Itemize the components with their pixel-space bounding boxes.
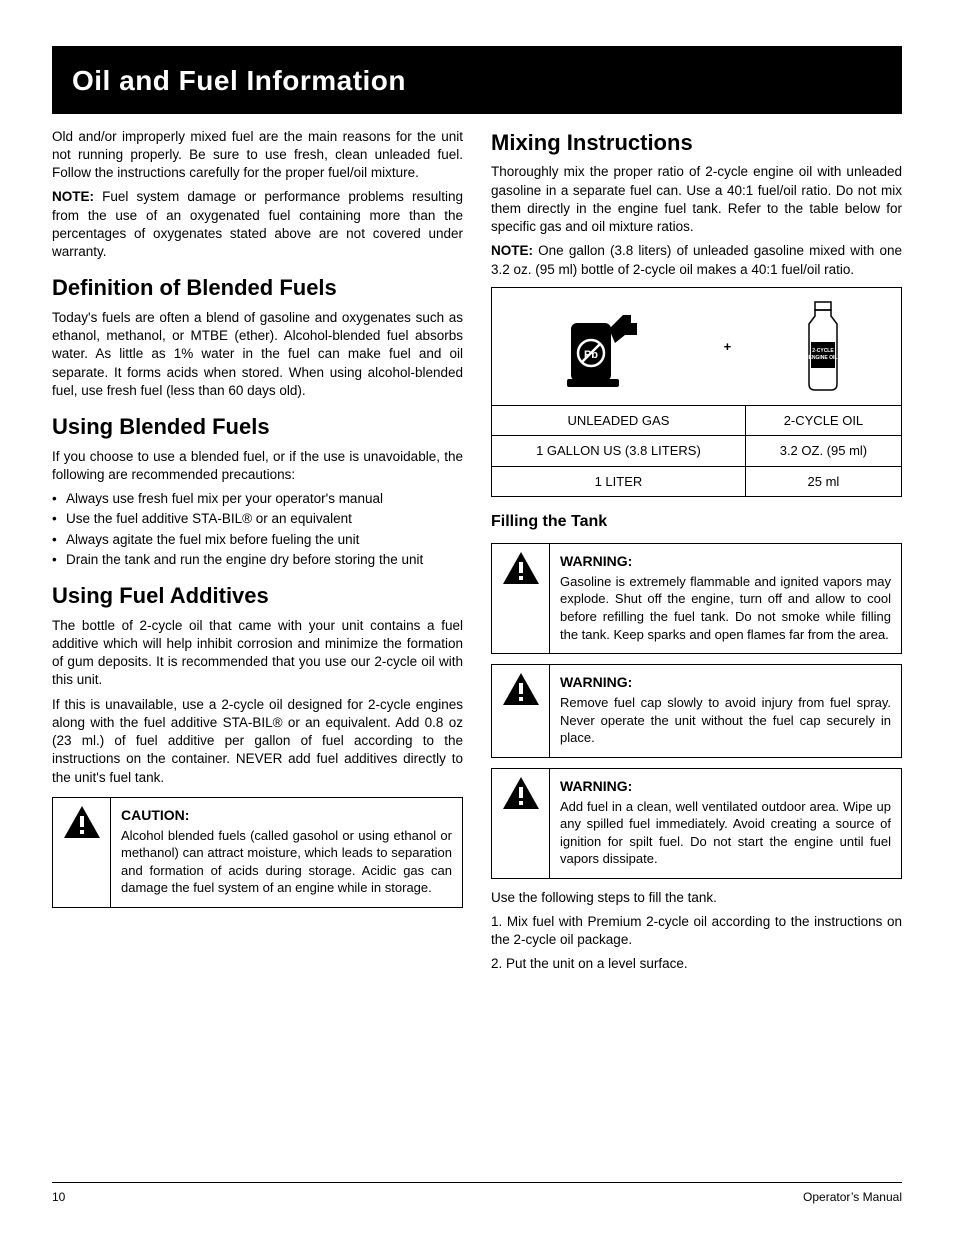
svg-text:ENGINE OIL: ENGINE OIL — [809, 355, 838, 361]
warning-icon — [53, 798, 111, 907]
intro-paragraph: Old and/or improperly mixed fuel are the… — [52, 128, 463, 183]
using-blended-intro: If you choose to use a blended fuel, or … — [52, 448, 463, 484]
list-item: Always use fresh fuel mix per your opera… — [52, 490, 463, 508]
table-row: 1 GALLON US (3.8 LITERS) 3.2 OZ. (95 ml) — [492, 436, 902, 467]
blended-precautions-list: Always use fresh fuel mix per your opera… — [52, 490, 463, 569]
note-block-right: NOTE: One gallon (3.8 liters) of unleade… — [491, 242, 902, 278]
note-label: NOTE: — [52, 189, 94, 204]
blended-def-para: Today's fuels are often a blend of gasol… — [52, 309, 463, 400]
caution-body: Alcohol blended fuels (called gasohol or… — [121, 827, 452, 897]
additives-para2: If this is unavailable, use a 2-cycle oi… — [52, 696, 463, 787]
right-column: Mixing Instructions Thoroughly mix the p… — [491, 128, 902, 980]
list-item: Drain the tank and run the engine dry be… — [52, 551, 463, 569]
warning-body: Gasoline is extremely flammable and igni… — [560, 573, 891, 643]
section-mixing: Mixing Instructions — [491, 128, 902, 158]
section-using-blended: Using Blended Fuels — [52, 412, 463, 442]
caution-box: CAUTION: Alcohol blended fuels (called g… — [52, 797, 463, 908]
fill-step: 2. Put the unit on a level surface. — [491, 955, 902, 973]
section-additives: Using Fuel Additives — [52, 581, 463, 611]
additives-para1: The bottle of 2-cycle oil that came with… — [52, 617, 463, 690]
table-cell: 3.2 OZ. (95 ml) — [745, 436, 901, 467]
mix-ratio-table: Pb + 2-CYCLE ENGINE OIL UNLEADED G — [491, 287, 902, 498]
section-filling: Filling the Tank — [491, 511, 902, 533]
warning-title: WARNING: — [560, 673, 891, 692]
caution-title: CAUTION: — [121, 806, 452, 825]
fill-steps-intro: Use the following steps to fill the tank… — [491, 889, 902, 907]
warning-box-3: WARNING: Add fuel in a clean, well venti… — [491, 768, 902, 879]
section-blended-def: Definition of Blended Fuels — [52, 273, 463, 303]
footer-guide: Operator’s Manual — [803, 1189, 902, 1205]
plus-symbol: + — [709, 287, 745, 405]
caution-text: CAUTION: Alcohol blended fuels (called g… — [111, 798, 462, 907]
content-columns: Old and/or improperly mixed fuel are the… — [52, 128, 902, 980]
warning-text: WARNING: Add fuel in a clean, well venti… — [550, 769, 901, 878]
oil-bottle-icon-cell: 2-CYCLE ENGINE OIL — [745, 287, 901, 405]
list-item: Use the fuel additive STA-BIL® or an equ… — [52, 510, 463, 528]
table-cell: 25 ml — [745, 466, 901, 497]
page-title: Oil and Fuel Information — [72, 62, 882, 100]
note-block: NOTE: Fuel system damage or performance … — [52, 188, 463, 261]
left-column: Old and/or improperly mixed fuel are the… — [52, 128, 463, 980]
note-text: Fuel system damage or performance proble… — [52, 189, 463, 259]
table-row: 1 LITER 25 ml — [492, 466, 902, 497]
table-col1-head: UNLEADED GAS — [492, 405, 746, 436]
fill-step: 1. Mix fuel with Premium 2-cycle oil acc… — [491, 913, 902, 949]
note-text: One gallon (3.8 liters) of unleaded gaso… — [491, 243, 902, 276]
warning-box-2: WARNING: Remove fuel cap slowly to avoid… — [491, 664, 902, 758]
warning-icon — [492, 769, 550, 878]
gas-pump-icon-cell: Pb — [492, 287, 710, 405]
warning-title: WARNING: — [560, 552, 891, 571]
page-footer: 10 Operator’s Manual — [52, 1182, 902, 1205]
warning-icon — [492, 665, 550, 757]
warning-box-1: WARNING: Gasoline is extremely flammable… — [491, 543, 902, 654]
table-cell: 1 LITER — [492, 466, 746, 497]
list-item: Always agitate the fuel mix before fueli… — [52, 531, 463, 549]
table-col2-head: 2-CYCLE OIL — [745, 405, 901, 436]
note-label: NOTE: — [491, 243, 533, 258]
page-number: 10 — [52, 1189, 65, 1205]
warning-text: WARNING: Gasoline is extremely flammable… — [550, 544, 901, 653]
warning-text: WARNING: Remove fuel cap slowly to avoid… — [550, 665, 901, 757]
table-cell: 1 GALLON US (3.8 LITERS) — [492, 436, 746, 467]
warning-title: WARNING: — [560, 777, 891, 796]
warning-body: Remove fuel cap slowly to avoid injury f… — [560, 694, 891, 747]
mixing-para: Thoroughly mix the proper ratio of 2-cyc… — [491, 163, 902, 236]
warning-body: Add fuel in a clean, well ventilated out… — [560, 798, 891, 868]
page-header-bar: Oil and Fuel Information — [52, 46, 902, 114]
svg-text:2-CYCLE: 2-CYCLE — [812, 348, 834, 354]
warning-icon — [492, 544, 550, 653]
